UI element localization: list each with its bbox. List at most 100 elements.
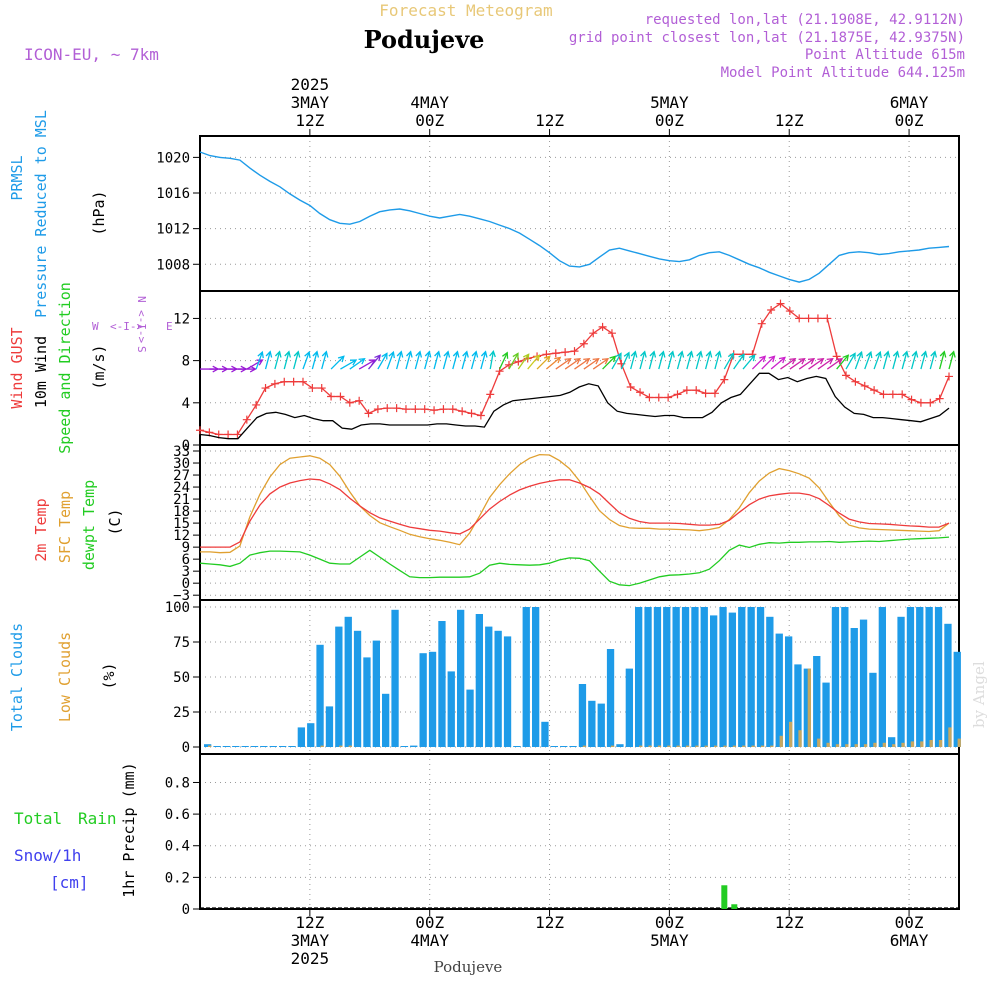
wind-arrow-shaft (667, 351, 674, 370)
wind-arrow-head (249, 365, 257, 373)
wind-arrow (546, 356, 562, 370)
xtick-bottom-label: 00Z (415, 913, 444, 932)
wind-arrow (564, 357, 581, 370)
xtick-bottom-label: 3MAY (291, 931, 330, 950)
xtick-top-label: 12Z (535, 111, 564, 130)
wind-arrow-shaft (780, 358, 796, 370)
total-cloud-bar (569, 746, 577, 747)
wind-arrow (592, 357, 610, 370)
xtick-bottom-label: 12Z (535, 913, 564, 932)
low-cloud-bar (742, 745, 746, 747)
panels: 100810121016102004812−303691215182124273… (8, 75, 961, 968)
wind-arrow-head (592, 357, 600, 365)
wind-arrow (826, 357, 844, 370)
total-cloud-bar (869, 672, 877, 747)
wind-arrow-shaft (536, 355, 551, 370)
location-title: Podujeve (364, 25, 485, 54)
total-cloud-bar (494, 630, 502, 747)
low-cloud-bar (714, 745, 718, 747)
wind-arrow-head (826, 357, 834, 365)
wind-arrow-head (304, 350, 311, 359)
ytick-label: 33 (173, 444, 190, 460)
wind-arrow (340, 359, 358, 370)
total-cloud-bar (794, 664, 802, 747)
total-cloud-bar (766, 616, 774, 747)
wind-arrow (695, 350, 703, 370)
total-cloud-bar (728, 612, 736, 747)
low-cloud-bar (348, 745, 352, 747)
wind-arrow (602, 355, 617, 370)
compass-n: N (135, 296, 148, 303)
low-cloud-bar (854, 744, 858, 747)
wind-arrow-head (452, 350, 460, 358)
wind-arrow-head (554, 356, 562, 364)
total-cloud-bar (841, 607, 849, 747)
total-cloud-bar (410, 745, 418, 747)
rain-bar (721, 885, 728, 909)
gust-marker (327, 392, 336, 401)
wind-arrow (442, 350, 451, 370)
gust-marker (598, 322, 607, 331)
total-cloud-bar (681, 607, 690, 747)
low-cloud-bar (695, 745, 699, 747)
total-cloud-bar (316, 644, 324, 747)
wind-arrow-shaft (770, 356, 786, 370)
low-cloud-bar (723, 745, 727, 747)
total-cloud-bar (438, 621, 446, 747)
wind-arrow-head (817, 357, 825, 365)
wind-arrow-head (471, 350, 479, 358)
watermark: by Angel (970, 661, 988, 728)
panel-frame (199, 753, 960, 910)
compass-axis: <-I-> (135, 310, 148, 343)
low-cloud-bar (892, 744, 896, 747)
wind-arrow (817, 357, 834, 370)
precip-label-cm: [cm] (50, 873, 89, 892)
wind-arrow (667, 350, 675, 370)
wind-arrow-shaft (714, 351, 721, 370)
wind-arrow-head (677, 350, 685, 358)
panel-frame (199, 444, 960, 601)
sfc-temp-line (200, 453, 950, 554)
total-cloud-bar (550, 746, 558, 747)
ytick-label: 0.2 (165, 870, 190, 886)
gust-marker (589, 329, 598, 338)
low-cloud-bar (582, 745, 587, 747)
total-cloud-bar (419, 653, 427, 747)
low-cloud-bar (339, 745, 343, 747)
wind-arrow (424, 350, 432, 370)
total-cloud-bar (934, 607, 943, 747)
requested-coords: requested lon,lat (21.1908E, 42.9112N) (645, 12, 965, 28)
low-cloud-bar (676, 745, 680, 747)
total-cloud-bar (672, 607, 680, 747)
total-cloud-bar (859, 619, 868, 747)
wind-arrow-shaft (349, 358, 365, 370)
total-cloud-bar (213, 746, 221, 747)
total-cloud-bar (663, 607, 671, 747)
total-cloud-bar (897, 616, 905, 747)
gust-marker (898, 390, 907, 399)
gust-marker (373, 405, 382, 414)
wind-arrow-shaft (742, 354, 756, 370)
low-cloud-bar (760, 745, 765, 747)
gust-marker (636, 388, 645, 397)
pressure-line (199, 151, 950, 283)
gust-marker (870, 386, 879, 395)
total-cloud-bar (625, 668, 633, 747)
pressure-unit: (hPa) (90, 190, 108, 235)
wind-arrow (283, 350, 291, 370)
wind-arrow-shaft (817, 358, 834, 370)
wind-arrow-shaft (321, 351, 328, 370)
low-cloud-bar (770, 745, 774, 747)
wind-arrow-shaft (424, 351, 430, 370)
gust-marker (280, 377, 289, 386)
wind-arrow-shaft (358, 359, 376, 370)
low-cloud-bar (657, 745, 662, 747)
wind-arrow (770, 356, 786, 370)
gust-marker (682, 386, 691, 395)
xtick-bottom-label: 00Z (655, 913, 684, 932)
total-cloud-bar (382, 693, 390, 747)
temp-unit: (C) (106, 508, 124, 535)
low-cloud-bar (863, 744, 868, 747)
wind-arrow-head (573, 357, 581, 365)
total-cloud-bar (700, 607, 708, 747)
